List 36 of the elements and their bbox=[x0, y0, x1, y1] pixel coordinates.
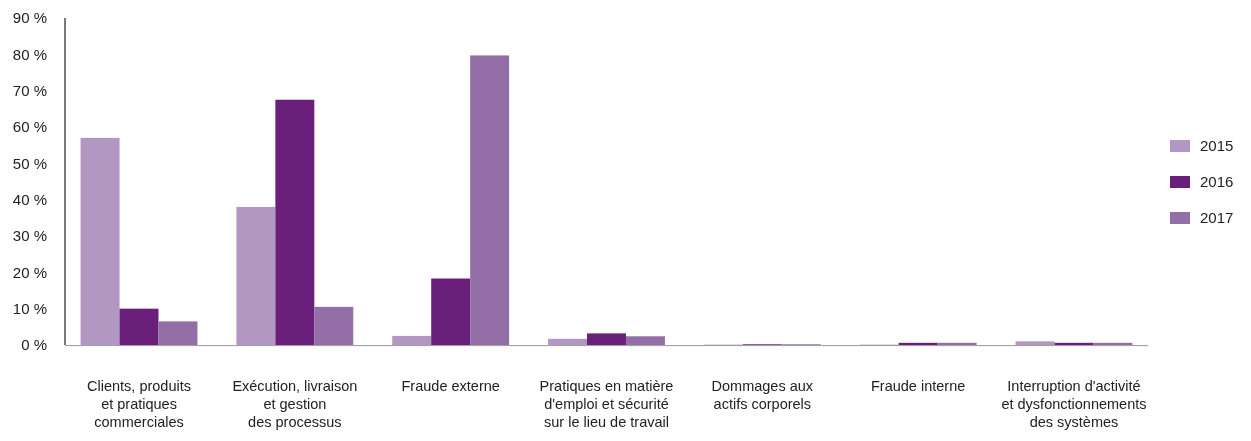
bar bbox=[548, 338, 588, 345]
x-tick-label: Dommages aux actifs corporels bbox=[711, 378, 814, 412]
bar bbox=[587, 333, 626, 345]
legend-label: 2017 bbox=[1200, 209, 1234, 227]
bar bbox=[158, 321, 198, 345]
y-tick-label: 50 % bbox=[12, 154, 47, 172]
bar bbox=[625, 336, 665, 345]
bar bbox=[314, 306, 354, 345]
x-tick-label: Pratiques en matière d'emploi et sécurité sur le lieu de travail bbox=[539, 378, 674, 430]
bar bbox=[937, 342, 977, 345]
bar bbox=[236, 206, 276, 345]
legend-label: 2016 bbox=[1200, 173, 1234, 191]
bar bbox=[1093, 342, 1133, 345]
x-tick-label: Fraude interne bbox=[871, 378, 966, 394]
y-tick-label: 60 % bbox=[12, 118, 47, 136]
y-tick-label: 70 % bbox=[12, 81, 47, 99]
y-tick-label: 10 % bbox=[12, 299, 47, 317]
y-tick-label: 90 % bbox=[12, 9, 47, 27]
bar bbox=[470, 55, 510, 345]
y-tick-label: 40 % bbox=[12, 190, 47, 208]
bar bbox=[1015, 341, 1055, 345]
bar bbox=[898, 342, 938, 345]
bar bbox=[431, 278, 471, 345]
x-tick-label: Interruption d'activité et dysfonctionnements des systèmes bbox=[1001, 378, 1147, 430]
bar bbox=[119, 308, 159, 345]
x-tick-label: Clients, produits et pratiques commerciales bbox=[87, 378, 191, 430]
y-tick-label: 80 % bbox=[12, 45, 47, 63]
bar bbox=[392, 335, 432, 345]
bar bbox=[275, 99, 315, 345]
y-tick-label: 0 % bbox=[21, 336, 47, 354]
x-tick-label: Exécution, livraison et gestion des processus bbox=[232, 378, 358, 430]
y-tick-label: 30 % bbox=[12, 227, 47, 245]
x-tick-label: Fraude externe bbox=[401, 378, 500, 394]
legend-label: 2015 bbox=[1200, 137, 1234, 155]
bar bbox=[80, 137, 120, 345]
y-tick-label: 20 % bbox=[12, 263, 47, 281]
